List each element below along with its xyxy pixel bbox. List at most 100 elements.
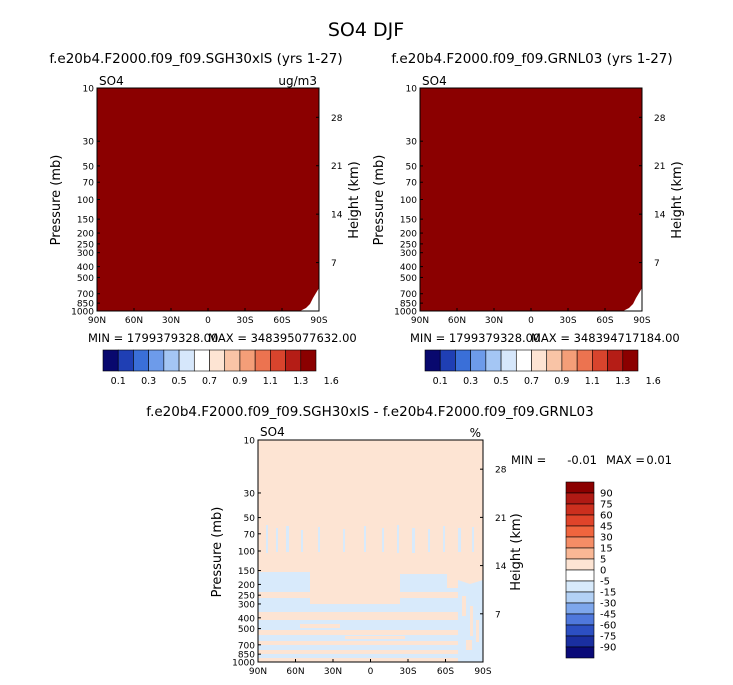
y-tick-label: 400 [400,263,417,273]
x-tick-label: 30N [324,667,342,677]
colorbar-swatch [565,525,595,538]
x-tick-label: 60S [437,667,454,677]
colorbar-swatch [565,514,595,527]
colorbar-swatch [565,624,595,637]
y2-tick-label: 28 [654,114,666,124]
variable-label: SO4 [99,74,124,88]
colorbar-swatch [565,569,595,582]
y2-tick-label: 21 [654,162,665,172]
x-axis-ticks: 90N 60N 30N 0 30S 60S 90S [88,308,328,326]
colorbar-swatch [565,591,595,604]
colorbar: 0.1 0.3 0.5 0.7 0.9 1.1 1.3 1.6 [424,349,661,387]
y2-axis-label: Height (km) [670,161,685,238]
colorbar-swatch [565,613,595,626]
y-tick-label: 30 [244,489,256,499]
colorbar-label: 0 [600,566,606,577]
x-tick-label: 30S [236,316,253,326]
y-tick-label: 100 [400,196,417,206]
x-tick-label: 0 [368,667,374,677]
y2-tick-label: 28 [331,114,343,124]
y-tick-label: 10 [83,85,95,95]
x-tick-label: 60S [596,316,613,326]
colorbar-label: 75 [600,500,613,511]
y-tick-label: 300 [400,249,417,259]
x-tick-label: 0 [528,316,534,326]
panel-title: f.e20b4.F2000.f09_f09.SGH30xlS (yrs 1-27… [49,51,342,67]
y-tick-label: 400 [77,263,94,273]
colorbar-swatch [576,349,593,372]
colorbar-swatch [224,349,241,372]
colorbar-swatch [565,646,595,659]
colorbar-swatch [239,349,256,372]
colorbar: 0.1 0.3 0.5 0.7 0.9 1.1 1.3 1.6 [102,349,339,387]
y2-axis-ticks: 28 21 14 7 [639,114,666,269]
y-tick-label: 100 [238,548,255,558]
colorbar-swatch [178,349,195,372]
panel-title: f.e20b4.F2000.f09_f09.SGH30xlS - f.e20b4… [146,404,593,420]
y-tick-label: 200 [238,581,255,591]
x-tick-label: 90N [411,316,429,326]
colorbar-label: -45 [600,610,616,621]
x-tick-label: 90N [88,316,106,326]
y-tick-label: 50 [244,514,256,524]
plot-field [97,88,319,311]
y-tick-label: 300 [77,249,94,259]
colorbar-label: 0.5 [172,376,187,387]
y2-tick-label: 7 [331,259,337,269]
y-tick-label: 150 [238,567,255,577]
y-tick-label: 150 [77,216,94,226]
colorbar-label: 30 [600,533,613,544]
x-tick-label: 30N [485,316,503,326]
y-tick-label: 200 [400,230,417,240]
colorbar-swatch [455,349,471,372]
surface-mask [623,288,642,311]
y-tick-label: 10 [406,85,418,95]
colorbar-swatch [565,580,595,593]
x-tick-label: 30S [559,316,576,326]
colorbar-label: 5 [600,555,606,566]
y2-axis-label: Height (km) [509,513,524,590]
colorbar-swatch [485,349,502,372]
x-tick-label: 90S [633,316,650,326]
panel-title: f.e20b4.F2000.f09_f09.GRNL03 (yrs 1-27) [391,51,672,67]
colorbar-label: 45 [600,522,613,533]
y-tick-label: 500 [77,274,94,284]
y2-axis-label: Height (km) [347,161,362,238]
colorbar-label: 1.1 [585,376,600,387]
colorbar-label: -30 [600,599,616,610]
colorbar-label: 0.7 [524,376,539,387]
colorbar-swatch [565,503,595,516]
y-tick-label: 70 [406,179,418,189]
colorbar-swatch [546,349,563,372]
y-tick-label: 850 [77,300,94,310]
colorbar-swatch [193,349,210,372]
colorbar-swatch [148,349,165,372]
colorbar-swatch [561,349,578,372]
colorbar-swatch [607,349,624,372]
y-tick-label: 70 [244,530,256,540]
y-tick-label: 500 [400,274,417,284]
y2-axis-ticks: 28 21 14 7 [480,466,507,620]
x-tick-label: 60N [286,667,304,677]
colorbar-swatch [565,558,595,571]
colorbar-swatch [439,349,456,372]
colorbar-swatch [285,349,302,372]
y-tick-label: 850 [238,651,255,661]
colorbar-label: 15 [600,544,613,555]
panel-sgh30xls: f.e20b4.F2000.f09_f09.SGH30xlS (yrs 1-27… [49,51,362,387]
panel-grnl03: f.e20b4.F2000.f09_f09.GRNL03 (yrs 1-27) … [372,51,685,387]
y2-tick-label: 7 [495,610,501,620]
y2-tick-label: 14 [495,562,507,572]
y-tick-label: 1000 [232,659,255,669]
y2-tick-label: 7 [654,259,660,269]
y-axis-label: Pressure (mb) [210,507,225,598]
colorbar-label: 1.3 [293,376,308,387]
x-tick-label: 90S [310,316,327,326]
x-tick-label: 30S [399,667,416,677]
y-tick-label: 700 [400,290,417,300]
y2-axis-ticks: 28 21 14 7 [316,114,343,269]
y-tick-label: 150 [400,216,417,226]
